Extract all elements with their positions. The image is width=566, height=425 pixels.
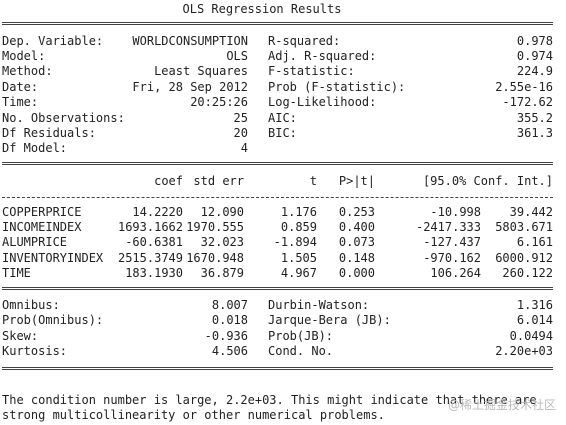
cell: 0.253 xyxy=(338,204,375,219)
row-label: ALUMPRICE xyxy=(2,235,68,250)
field-value: -172.62 xyxy=(502,95,553,110)
column-header: P>|t| xyxy=(338,173,375,188)
cell: 32.023 xyxy=(200,235,244,250)
column-header: [95.0% Conf. Int.] xyxy=(422,173,553,188)
field-value: 0.0494 xyxy=(509,328,553,343)
column-header: std err xyxy=(193,173,244,188)
cell: 6000.912 xyxy=(495,250,553,265)
field-label: AIC: xyxy=(268,110,297,125)
separator xyxy=(2,197,553,198)
field-value: 355.2 xyxy=(516,110,553,125)
watermark: @稀土掘金技术社区 xyxy=(447,397,556,412)
field-label: Df Residuals: xyxy=(2,125,96,140)
field-label: Df Model: xyxy=(2,141,68,156)
field-value: 2.55e-16 xyxy=(495,79,553,94)
field-value: 0.018 xyxy=(211,313,248,328)
field-value: WORLDCONSUMPTION xyxy=(132,33,248,48)
cell: 5803.671 xyxy=(495,219,553,234)
field-label: Durbin-Watson: xyxy=(268,297,370,312)
row-label: INCOMEINDEX xyxy=(2,219,82,234)
row-label: INVENTORYINDEX xyxy=(2,250,104,265)
separator xyxy=(2,367,553,370)
cell: 12.090 xyxy=(200,204,244,219)
field-value: 4.506 xyxy=(211,344,248,359)
field-label: Time: xyxy=(2,95,39,110)
cell: -10.998 xyxy=(430,204,481,219)
field-value: Fri, 28 Sep 2012 xyxy=(132,79,248,94)
separator xyxy=(2,162,553,165)
field-value: 224.9 xyxy=(516,64,553,79)
field-label: R-squared: xyxy=(268,33,341,48)
field-value: 0.974 xyxy=(516,48,553,63)
separator xyxy=(2,287,553,290)
cell: 1693.1662 xyxy=(117,219,183,234)
field-value: OLS xyxy=(226,48,248,63)
cell: 0.859 xyxy=(280,219,317,234)
field-label: No. Observations: xyxy=(2,110,125,125)
field-label: BIC: xyxy=(268,125,297,140)
note: strong multicollinearity or other numeri… xyxy=(2,408,385,422)
field-label: Model: xyxy=(2,48,46,63)
cell: 0.148 xyxy=(338,250,375,265)
field-label: F-statistic: xyxy=(268,64,355,79)
cell: 260.122 xyxy=(502,266,553,281)
cell: 2515.3749 xyxy=(117,250,183,265)
cell: -60.6381 xyxy=(125,235,183,250)
field-value: 2.20e+03 xyxy=(495,344,553,359)
cell: 0.073 xyxy=(338,235,375,250)
column-header: coef xyxy=(154,173,183,188)
cell: -1.894 xyxy=(273,235,317,250)
field-value: 20 xyxy=(233,125,248,140)
field-label: Kurtosis: xyxy=(2,344,68,359)
field-label: Jarque-Bera (JB): xyxy=(268,313,391,328)
title: OLS Regression Results xyxy=(182,1,342,16)
field-label: Dep. Variable: xyxy=(2,33,104,48)
row-label: TIME xyxy=(2,266,31,281)
cell: 1.176 xyxy=(280,204,317,219)
field-value: 4 xyxy=(240,141,248,156)
cell: 14.2220 xyxy=(132,204,183,219)
cell: 1970.555 xyxy=(186,219,244,234)
cell: 106.264 xyxy=(430,266,481,281)
field-label: Adj. R-squared: xyxy=(268,48,377,63)
field-label: Omnibus: xyxy=(2,297,60,312)
cell: -127.437 xyxy=(423,235,481,250)
field-value: 8.007 xyxy=(211,297,248,312)
field-label: Log-Likelihood: xyxy=(268,95,377,110)
cell: -970.162 xyxy=(423,250,481,265)
cell: 0.400 xyxy=(338,219,375,234)
column-header: t xyxy=(309,173,317,188)
field-value: 20:25:26 xyxy=(190,95,248,110)
cell: 39.442 xyxy=(509,204,553,219)
field-label: Skew: xyxy=(2,328,39,343)
field-value: 25 xyxy=(233,110,248,125)
note: The condition number is large, 2.2e+03. … xyxy=(2,392,537,407)
cell: 36.879 xyxy=(200,266,244,281)
cell: 183.1930 xyxy=(125,266,183,281)
field-label: Date: xyxy=(2,79,39,94)
field-value: 0.978 xyxy=(516,33,553,48)
field-value: 1.316 xyxy=(516,297,553,312)
separator xyxy=(2,22,553,25)
field-value: Least Squares xyxy=(154,64,248,79)
field-label: Cond. No. xyxy=(268,344,334,359)
field-label: Prob (F-statistic): xyxy=(268,79,406,94)
cell: 4.967 xyxy=(280,266,317,281)
cell: 1.505 xyxy=(280,250,317,265)
field-label: Prob(Omnibus): xyxy=(2,313,104,328)
cell: 0.000 xyxy=(338,266,375,281)
cell: 6.161 xyxy=(516,235,553,250)
cell: 1670.948 xyxy=(186,250,244,265)
row-label: COPPERPRICE xyxy=(2,204,82,219)
field-value: -0.936 xyxy=(204,328,248,343)
cell: -2417.333 xyxy=(415,219,481,234)
field-value: 6.014 xyxy=(516,313,553,328)
field-value: 361.3 xyxy=(516,125,553,140)
field-label: Prob(JB): xyxy=(268,328,334,343)
field-label: Method: xyxy=(2,64,53,79)
